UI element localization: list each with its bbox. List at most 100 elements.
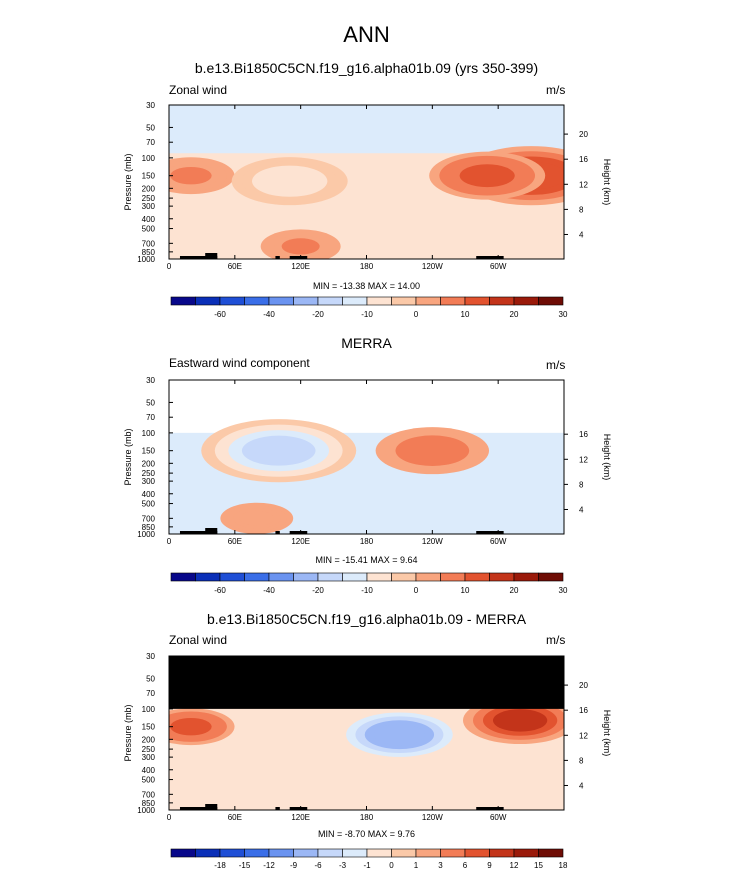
- colorbar-swatch: [391, 572, 417, 582]
- colorbar-swatch: [538, 572, 564, 582]
- x-tick-label: 120E: [291, 813, 310, 822]
- y-tick-label: 1000: [137, 255, 155, 264]
- panel-1-colorbar: -60 -40 -20 -10 0 10 20 30: [170, 296, 568, 319]
- contour-westerly_jet: [170, 166, 212, 185]
- colorbar-swatch: [440, 296, 466, 306]
- contour-westerly_jet: [459, 164, 515, 188]
- y-tick-label: 500: [142, 776, 156, 785]
- topography: [275, 531, 280, 534]
- colorbar-label: -40: [263, 310, 275, 319]
- topography: [275, 256, 280, 259]
- contour-westerly_low_level: [281, 238, 320, 255]
- colorbar-swatch: [195, 572, 221, 582]
- colorbar-label: 12: [510, 861, 519, 870]
- colorbar-swatch: [293, 572, 319, 582]
- colorbar-swatch: [538, 848, 564, 858]
- colorbar-swatch: [170, 848, 196, 858]
- height-tick-label: 8: [579, 205, 584, 214]
- colorbar-label: 30: [559, 586, 568, 595]
- height-tick-label: 12: [579, 455, 588, 464]
- colorbar-swatch: [342, 296, 368, 306]
- y-tick-label: 500: [142, 500, 156, 509]
- panel-1-units: m/s: [546, 83, 566, 97]
- y2-axis-title: Height (km): [602, 159, 612, 206]
- colorbar-label: 3: [438, 861, 443, 870]
- topography: [476, 807, 504, 810]
- colorbar-label: 1: [414, 861, 419, 870]
- colorbar-label: -15: [239, 861, 251, 870]
- topography-tibet: [205, 804, 218, 810]
- colorbar-swatch: [391, 848, 417, 858]
- colorbar-swatch: [513, 296, 539, 306]
- colorbar-swatch: [317, 296, 343, 306]
- y-tick-label: 1000: [137, 530, 155, 539]
- contour-easterly_core: [241, 435, 316, 466]
- colorbar-label: -3: [339, 861, 347, 870]
- y-tick-label: 50: [146, 398, 155, 407]
- topography: [289, 807, 308, 810]
- y-tick-label: 30: [146, 376, 155, 385]
- colorbar-swatch: [464, 296, 490, 306]
- topography: [275, 807, 280, 810]
- colorbar-swatch: [195, 296, 221, 306]
- colorbar-label: -20: [312, 310, 324, 319]
- colorbar-label: -12: [263, 861, 275, 870]
- y-tick-label: 150: [142, 447, 156, 456]
- y-tick-label: 150: [142, 172, 156, 181]
- colorbar-swatch: [268, 572, 294, 582]
- colorbar-label: 0: [414, 586, 419, 595]
- topography: [289, 531, 308, 534]
- colorbar-swatch: [415, 848, 441, 858]
- y-tick-label: 250: [142, 745, 156, 754]
- x-tick-label: 0: [167, 537, 172, 546]
- y-tick-label: 150: [142, 723, 156, 732]
- panel-3-left-label: Zonal wind: [169, 633, 228, 647]
- contour-positive_max: [492, 709, 548, 732]
- colorbar-swatch: [195, 848, 221, 858]
- contour-westerly_max: [405, 439, 460, 462]
- colorbar-label: -10: [361, 586, 373, 595]
- panel-2-units: m/s: [546, 358, 566, 372]
- x-tick-label: 60W: [490, 537, 507, 546]
- colorbar-swatch: [219, 296, 245, 306]
- topography: [179, 256, 209, 259]
- colorbar-swatch: [366, 572, 392, 582]
- y-tick-label: 30: [146, 101, 155, 110]
- colorbar-swatch: [464, 848, 490, 858]
- panel-3-units: m/s: [546, 633, 566, 647]
- colorbar-swatch: [391, 296, 417, 306]
- colorbar-swatch: [342, 848, 368, 858]
- colorbar-label: -10: [361, 310, 373, 319]
- y-tick-label: 1000: [137, 806, 155, 815]
- panel-1-left-label: Zonal wind: [169, 83, 228, 97]
- y-tick-label: 500: [142, 225, 156, 234]
- x-tick-label: 60W: [490, 813, 507, 822]
- colorbar-label: -60: [214, 586, 226, 595]
- colorbar-label: 18: [559, 861, 568, 870]
- x-tick-label: 60E: [228, 813, 242, 822]
- topography: [179, 807, 209, 810]
- colorbar-swatch: [415, 296, 441, 306]
- colorbar-label: 9: [487, 861, 492, 870]
- y-tick-label: 850: [142, 248, 156, 257]
- colorbar-label: -60: [214, 310, 226, 319]
- y-tick-label: 50: [146, 674, 155, 683]
- colorbar-label: 6: [463, 861, 468, 870]
- colorbar-swatch: [170, 572, 196, 582]
- height-tick-label: 12: [579, 731, 588, 740]
- contour-positive_region: [170, 717, 212, 736]
- colorbar-swatch: [440, 572, 466, 582]
- colorbar-swatch: [317, 848, 343, 858]
- x-tick-label: 180: [360, 537, 374, 546]
- panel-2-minmax: MIN = -15.41 MAX = 9.64: [315, 555, 418, 565]
- y-tick-label: 70: [146, 413, 155, 422]
- colorbar-label: 20: [510, 310, 519, 319]
- y-tick-label: 400: [142, 766, 156, 775]
- colorbar-swatch: [415, 572, 441, 582]
- contour-negative_core: [374, 724, 425, 746]
- colorbar-label: 0: [414, 310, 419, 319]
- y-tick-label: 250: [142, 194, 156, 203]
- panel-3-colorbar: -18 -15 -12 -9 -6 -3 -1 0 1 3 6 9 12 15 18: [170, 848, 568, 870]
